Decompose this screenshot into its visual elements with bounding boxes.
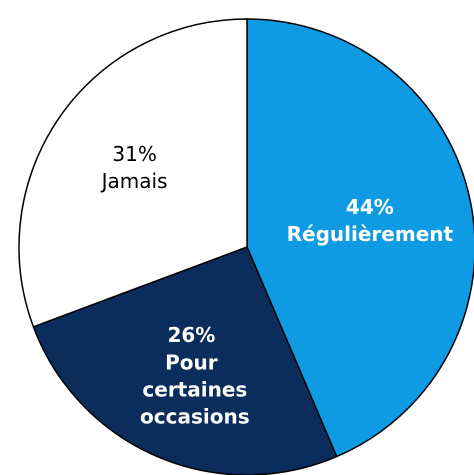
pie-slice — [32, 246, 338, 475]
data-label: 44% — [346, 195, 394, 219]
data-label: 26% — [167, 323, 215, 347]
pie-slice — [18, 18, 248, 328]
data-label: 31% — [112, 142, 156, 166]
pie-slice — [246, 18, 474, 458]
category-label-line: occasions — [133, 404, 250, 428]
category-label: Pour certaines occasions — [133, 350, 250, 428]
category-label-line: Pour — [165, 350, 218, 374]
category-label-line: certaines — [135, 377, 247, 401]
category-label: Régulièrement — [287, 222, 454, 246]
category-label: Jamais — [100, 169, 168, 193]
